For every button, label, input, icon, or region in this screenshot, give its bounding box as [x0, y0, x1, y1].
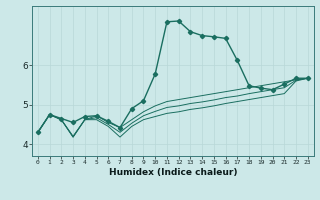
- X-axis label: Humidex (Indice chaleur): Humidex (Indice chaleur): [108, 168, 237, 177]
